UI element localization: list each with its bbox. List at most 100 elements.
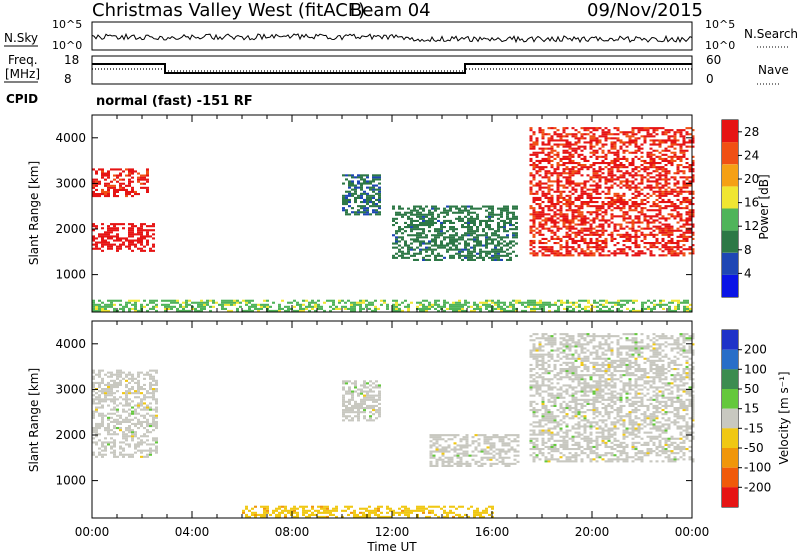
power-cell xyxy=(347,307,350,310)
power-cell xyxy=(146,172,149,175)
power-cell xyxy=(620,305,623,308)
power-cell xyxy=(631,182,635,185)
power-cell xyxy=(565,227,569,230)
power-cell xyxy=(497,307,500,310)
power-cell xyxy=(428,213,431,216)
power-cell xyxy=(571,227,575,230)
power-cell xyxy=(664,229,668,232)
power-cell xyxy=(425,213,428,216)
power-cell xyxy=(676,168,680,171)
power-cell xyxy=(685,223,689,226)
velocity-cell xyxy=(92,398,95,401)
power-cell xyxy=(544,221,548,224)
power-cell xyxy=(188,299,191,302)
power-cell xyxy=(571,254,575,257)
power-cell xyxy=(628,233,632,236)
power-cell xyxy=(610,239,614,242)
power-cell xyxy=(413,240,416,243)
power-cell xyxy=(565,194,569,197)
power-cell xyxy=(119,174,122,177)
velocity-cell xyxy=(513,438,517,441)
velocity-cell xyxy=(134,447,137,450)
power-cell xyxy=(679,252,683,255)
power-cell xyxy=(661,186,665,189)
velocity-cell xyxy=(113,379,116,382)
velocity-cell xyxy=(535,359,539,362)
power-cell xyxy=(538,242,542,245)
power-cell xyxy=(185,299,188,302)
power-cell xyxy=(461,254,464,257)
power-cell xyxy=(610,143,614,146)
power-cell xyxy=(562,203,566,206)
velocity-cell xyxy=(137,381,140,384)
velocity-cell xyxy=(155,406,158,409)
power-cell xyxy=(643,159,647,162)
power-cell xyxy=(416,246,419,249)
power-cell xyxy=(562,131,566,134)
velocity-cell xyxy=(544,384,548,387)
power-cell xyxy=(602,309,605,312)
power-cell xyxy=(679,203,683,206)
power-cell xyxy=(404,256,407,259)
power-cell xyxy=(679,170,683,173)
power-cell xyxy=(583,164,587,167)
power-cell xyxy=(92,243,95,246)
velocity-cell xyxy=(550,445,554,448)
power-cell xyxy=(577,141,581,144)
velocity-cell xyxy=(113,445,116,448)
power-cell xyxy=(449,303,452,306)
power-cell xyxy=(179,309,182,312)
velocity-cell xyxy=(507,448,511,451)
power-cell xyxy=(221,305,224,308)
power-cell xyxy=(532,131,536,134)
power-cell xyxy=(116,235,119,238)
power-cell xyxy=(122,178,125,181)
power-cell xyxy=(113,299,116,302)
power-cell xyxy=(354,213,357,216)
power-cell xyxy=(119,172,122,175)
power-cell xyxy=(610,133,614,136)
power-cell xyxy=(407,211,410,214)
velocity-cell xyxy=(357,402,360,405)
velocity-cell xyxy=(155,402,158,405)
power-cell xyxy=(470,305,473,308)
velocity-cell xyxy=(146,443,149,446)
velocity-cell xyxy=(101,390,104,393)
power-cell xyxy=(488,213,491,216)
power-cell xyxy=(538,182,542,185)
velocity-cell xyxy=(547,429,551,432)
velocity-cell xyxy=(149,388,152,391)
power-cell xyxy=(634,133,638,136)
power-cell xyxy=(643,166,647,169)
velocity-cell xyxy=(447,460,451,463)
power-cell xyxy=(550,225,554,228)
velocity-cell xyxy=(155,410,158,413)
velocity-cell xyxy=(354,407,357,410)
power-cell xyxy=(404,305,407,308)
power-cell xyxy=(658,194,662,197)
velocity-cell xyxy=(363,382,366,385)
power-cell xyxy=(345,211,348,214)
power-cell xyxy=(682,151,686,154)
velocity-cell xyxy=(357,392,360,395)
velocity-cell xyxy=(550,386,554,389)
velocity-cell xyxy=(122,455,125,458)
power-cell xyxy=(592,217,596,220)
power-cell xyxy=(233,299,236,302)
power-cell xyxy=(679,131,683,134)
power-cell xyxy=(679,151,683,154)
velocity-cell xyxy=(107,425,110,428)
power-cell xyxy=(604,157,608,160)
power-cell xyxy=(269,309,272,312)
velocity-cell xyxy=(535,415,539,418)
power-cell xyxy=(616,248,620,251)
power-cell xyxy=(559,239,563,242)
power-cell xyxy=(667,186,671,189)
velocity-cell xyxy=(462,462,466,465)
power-cell xyxy=(351,176,354,179)
velocity-cell xyxy=(541,437,545,440)
power-cell xyxy=(544,166,548,169)
power-cell xyxy=(550,166,554,169)
power-cell xyxy=(557,309,560,312)
velocity-cell xyxy=(128,455,131,458)
